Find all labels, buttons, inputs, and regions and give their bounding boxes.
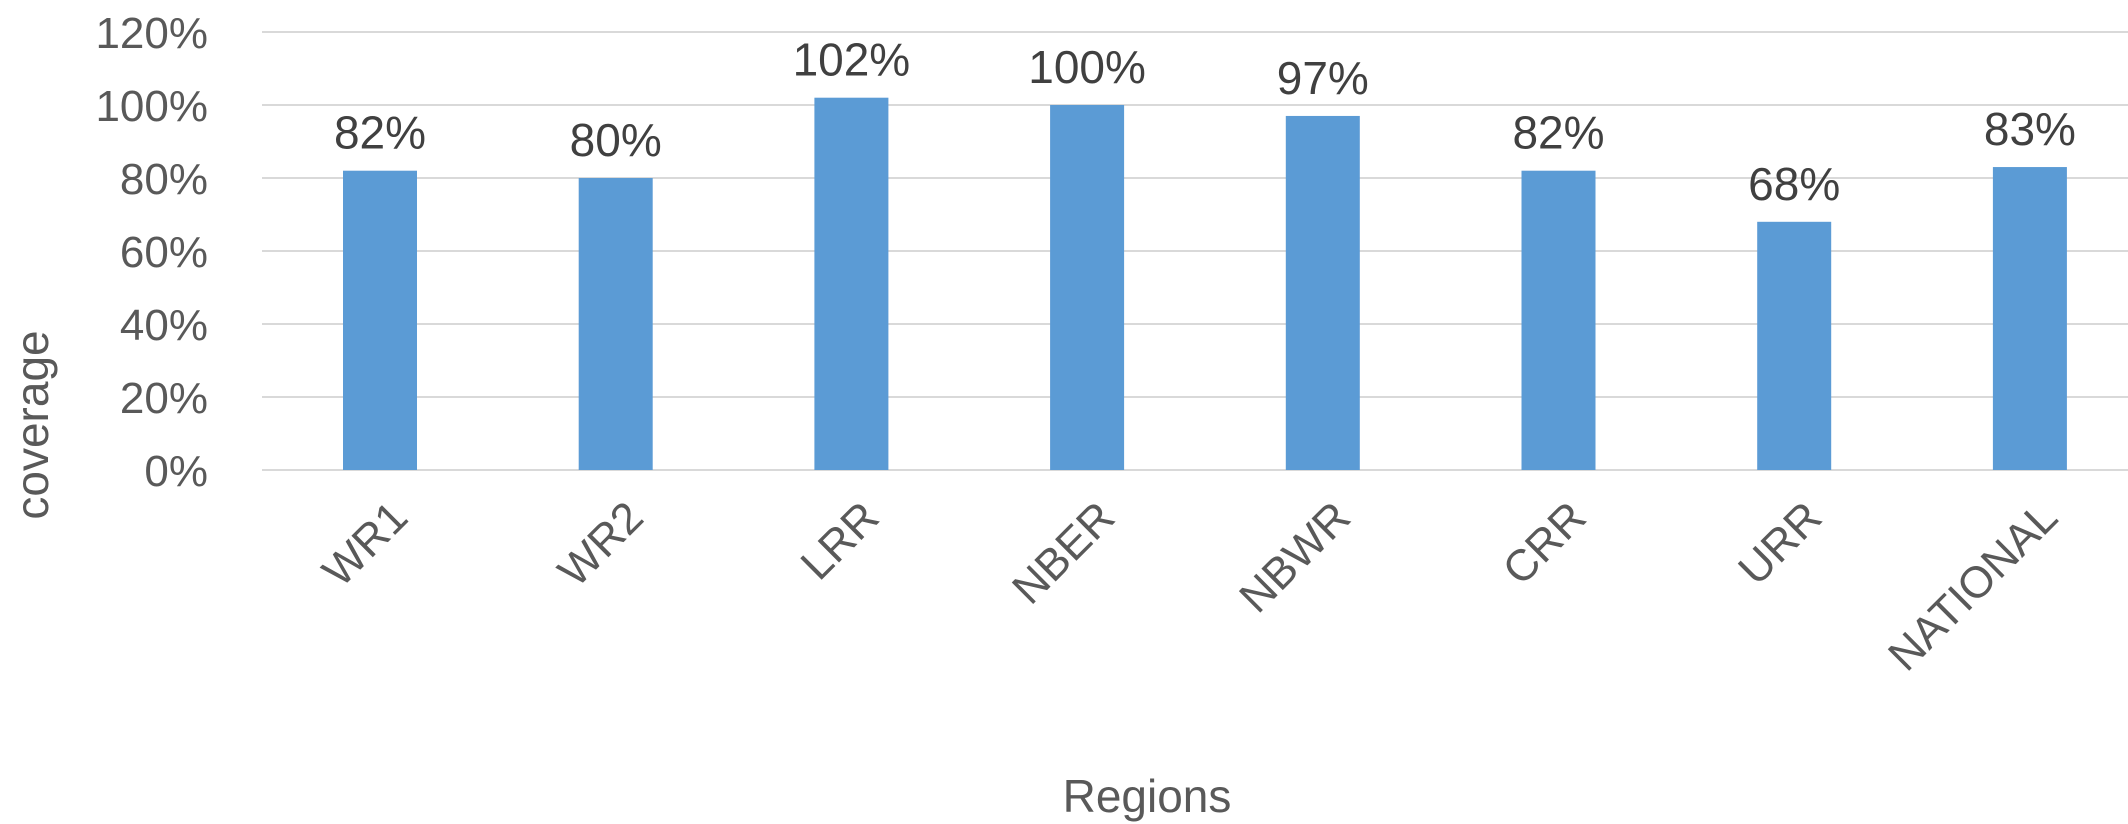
- bars: [343, 97, 2067, 471]
- category-label-lrr: LRR: [792, 492, 889, 589]
- bar-nber: [1050, 105, 1125, 470]
- data-label-urr: 68%: [1748, 158, 1840, 210]
- gridlines: [262, 31, 2128, 471]
- y-axis-tick-labels: 0% 20% 40% 60% 80% 100% 120%: [95, 9, 208, 496]
- data-label-nber: 100%: [1028, 41, 1146, 93]
- y-tick-label: 100%: [95, 82, 208, 131]
- y-tick-label: 40%: [120, 301, 208, 350]
- y-tick-label: 60%: [120, 228, 208, 277]
- data-label-national: 83%: [1984, 103, 2076, 155]
- data-label-nbwr: 97%: [1277, 52, 1369, 104]
- data-label-wr1: 82%: [334, 107, 426, 159]
- category-label-crr: CRR: [1494, 492, 1596, 594]
- x-axis-category-labels: WR1 WR2 LRR NBER NBWR CRR URR NATIONAL: [313, 492, 2067, 680]
- bar-crr: [1521, 170, 1596, 470]
- bar-urr: [1757, 221, 1832, 470]
- y-axis-title: coverage: [6, 330, 58, 519]
- bar-nbwr: [1285, 115, 1360, 470]
- y-tick-label: 20%: [120, 374, 208, 423]
- category-label-nbwr: NBWR: [1230, 492, 1360, 622]
- bar-lrr: [814, 97, 889, 470]
- data-label-wr2: 80%: [570, 114, 662, 166]
- category-label-wr2: WR2: [549, 492, 653, 596]
- category-label-nber: NBER: [1003, 492, 1124, 613]
- y-tick-label: 80%: [120, 155, 208, 204]
- data-label-lrr: 102%: [793, 34, 911, 86]
- data-label-crr: 82%: [1512, 107, 1604, 159]
- category-label-national: NATIONAL: [1879, 492, 2067, 680]
- bar-wr2: [578, 178, 653, 470]
- category-label-urr: URR: [1729, 492, 1831, 594]
- y-tick-label: 120%: [95, 9, 208, 58]
- bar-wr1: [343, 170, 417, 470]
- y-tick-label: 0%: [144, 447, 208, 496]
- x-axis-title: Regions: [1063, 770, 1232, 822]
- category-label-wr1: WR1: [313, 492, 417, 596]
- data-labels: 82% 80% 102% 100% 97% 82% 68% 83%: [334, 34, 2076, 210]
- bar-national: [1992, 167, 2067, 471]
